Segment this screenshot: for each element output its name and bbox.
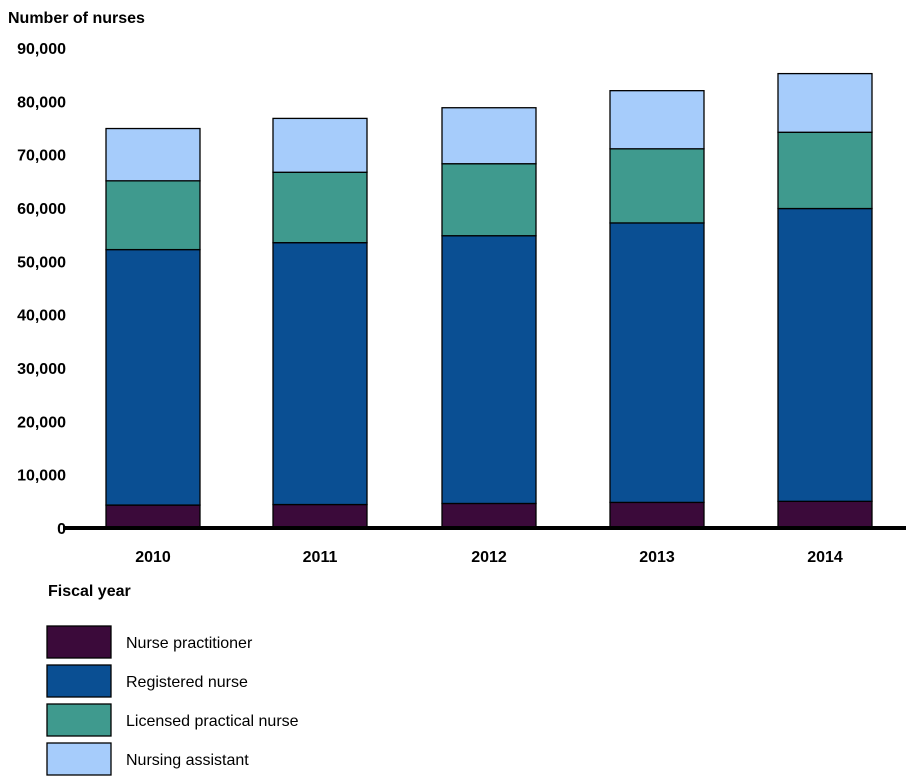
bar-segment-2014-nurse-practitioner (777, 500, 873, 529)
x-tick-label: 2010 (135, 549, 171, 566)
bar-segment-2012-nurse-practitioner (441, 502, 537, 529)
bar-segment-2011-nursing-assistant (272, 117, 368, 173)
y-tick-label: 70,000 (17, 148, 66, 165)
y-tick-label: 20,000 (17, 414, 66, 431)
bar-segment-2011-nurse-practitioner (272, 503, 368, 529)
y-axis-ticks: 0 10,000 20,000 30,000 40,000 50,000 60,000 70,… (17, 41, 66, 538)
legend-label-nursing-assistant: Nursing assistant (126, 752, 249, 769)
bars-layer (105, 72, 873, 529)
y-tick-label: 30,000 (17, 361, 66, 378)
bar-segment-2014-registered-nurse (777, 207, 873, 502)
bar-segment-2012-nursing-assistant (441, 107, 537, 165)
bar-segment-2013-licensed-practical-nurse (609, 148, 705, 224)
legend: Nurse practitioner Registered nurse Licens… (46, 625, 299, 776)
y-tick-label: 80,000 (17, 94, 66, 111)
x-tick-label: 2014 (807, 549, 843, 566)
legend-label-registered-nurse: Registered nurse (126, 674, 248, 691)
bar-segment-2013-nursing-assistant (609, 90, 705, 150)
bar-segment-2013-registered-nurse (609, 222, 705, 504)
bar-segment-2014-nursing-assistant (777, 72, 873, 133)
legend-swatch-registered-nurse (46, 664, 112, 698)
bar-segment-2010-registered-nurse (105, 248, 201, 506)
y-axis-title: Number of nurses (8, 10, 145, 27)
bar-segment-2014-licensed-practical-nurse (777, 131, 873, 210)
y-tick-label: 50,000 (17, 254, 66, 271)
legend-swatch-licensed-practical-nurse (46, 703, 112, 737)
bar-segment-2012-licensed-practical-nurse (441, 163, 537, 237)
y-tick-label: 0 (57, 521, 66, 538)
x-tick-label: 2013 (639, 549, 675, 566)
x-tick-label: 2011 (303, 549, 338, 566)
legend-label-licensed-practical-nurse: Licensed practical nurse (126, 713, 299, 730)
bar-segment-2013-nurse-practitioner (609, 501, 705, 529)
x-axis-title: Fiscal year (48, 583, 131, 600)
y-tick-label: 60,000 (17, 201, 66, 218)
bar-segment-2012-registered-nurse (441, 235, 537, 505)
y-tick-label: 40,000 (17, 308, 66, 325)
y-tick-label: 10,000 (17, 468, 66, 485)
bar-segment-2011-licensed-practical-nurse (272, 171, 368, 244)
bar-segment-2010-nursing-assistant (105, 127, 201, 182)
bar-segment-2011-registered-nurse (272, 242, 368, 506)
legend-label-nurse-practitioner: Nurse practitioner (126, 635, 253, 652)
legend-swatch-nurse-practitioner (46, 625, 112, 659)
x-tick-label: 2012 (471, 549, 507, 566)
y-tick-label: 90,000 (17, 41, 66, 58)
bar-segment-2010-nurse-practitioner (105, 504, 201, 529)
bar-segment-2010-licensed-practical-nurse (105, 180, 201, 251)
legend-swatch-nursing-assistant (46, 742, 112, 776)
x-axis-ticks: 2010 2011 2012 2013 2014 (135, 549, 843, 566)
